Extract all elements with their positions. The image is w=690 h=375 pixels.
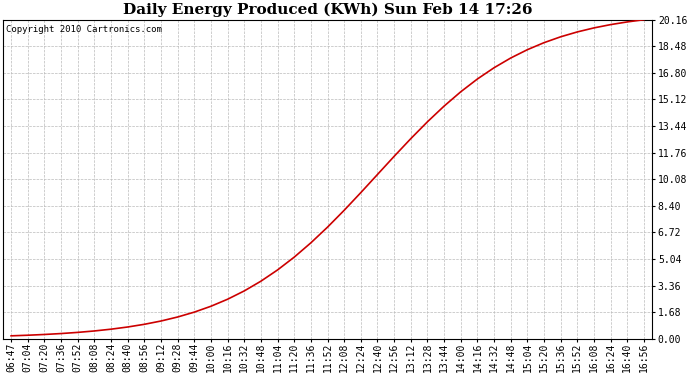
Text: Copyright 2010 Cartronics.com: Copyright 2010 Cartronics.com: [6, 24, 162, 33]
Title: Daily Energy Produced (KWh) Sun Feb 14 17:26: Daily Energy Produced (KWh) Sun Feb 14 1…: [123, 3, 532, 17]
